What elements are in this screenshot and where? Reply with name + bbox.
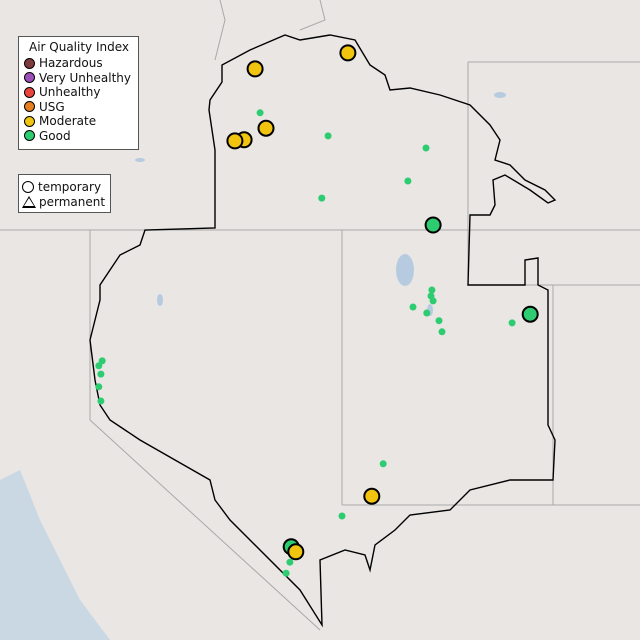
monitor-marker-good[interactable] bbox=[429, 297, 437, 305]
aqi-color-swatch bbox=[24, 130, 35, 142]
monitor-marker-good[interactable] bbox=[438, 328, 446, 336]
legend-item-unhealthy: Unhealthy bbox=[24, 85, 134, 100]
monitor-marker-good[interactable] bbox=[98, 357, 106, 365]
monitor-marker-good[interactable] bbox=[95, 362, 103, 370]
monitor-marker-good[interactable] bbox=[97, 397, 105, 405]
monitor-marker-good[interactable] bbox=[423, 309, 431, 317]
region-boundary bbox=[89, 34, 557, 628]
aqi-color-swatch bbox=[24, 115, 35, 127]
monitor-marker-good[interactable] bbox=[422, 144, 430, 152]
aqi-color-swatch bbox=[24, 86, 35, 98]
legend-label: Moderate bbox=[39, 114, 97, 129]
monitor-marker-good[interactable] bbox=[318, 194, 326, 202]
aqi-legend: Air Quality Index Hazardous Very Unhealth… bbox=[18, 36, 139, 150]
legend-item-temporary: temporary bbox=[22, 180, 106, 195]
monitor-marker-moderate[interactable] bbox=[257, 119, 275, 137]
legend-label: temporary bbox=[38, 180, 102, 195]
monitor-marker-moderate[interactable] bbox=[363, 487, 381, 505]
monitor-marker-good[interactable] bbox=[404, 177, 412, 185]
legend-label: Good bbox=[39, 128, 71, 143]
monitor-marker-good[interactable] bbox=[521, 305, 539, 323]
aqi-color-swatch bbox=[24, 57, 35, 69]
monitor-marker-good[interactable] bbox=[97, 370, 105, 378]
circle-icon bbox=[22, 181, 34, 194]
monitor-marker-good[interactable] bbox=[286, 558, 294, 566]
legend-title: Air Quality Index bbox=[28, 40, 130, 54]
ocean bbox=[0, 470, 110, 640]
monitor-marker-moderate[interactable] bbox=[226, 132, 244, 150]
monitor-marker-moderate[interactable] bbox=[287, 543, 305, 561]
monitor-marker-good[interactable] bbox=[256, 109, 264, 117]
legend-item-usg: USG bbox=[24, 100, 134, 115]
legend-label: Unhealthy bbox=[39, 85, 101, 100]
legend-item-hazardous: Hazardous bbox=[24, 56, 134, 71]
legend-item-permanent: permanent bbox=[22, 195, 106, 210]
legend-item-good: Good bbox=[24, 129, 134, 144]
legend-label: permanent bbox=[39, 194, 106, 209]
aqi-color-swatch bbox=[24, 72, 35, 84]
monitor-marker-good[interactable] bbox=[508, 319, 516, 327]
legend-label: Hazardous bbox=[39, 56, 103, 71]
monitor-marker-good[interactable] bbox=[409, 303, 417, 311]
legend-item-moderate: Moderate bbox=[24, 114, 134, 129]
legend-label: USG bbox=[39, 99, 65, 114]
monitor-marker-good[interactable] bbox=[338, 512, 346, 520]
monitor-markers bbox=[95, 44, 539, 577]
monitor-marker-good[interactable] bbox=[435, 317, 443, 325]
monitor-marker-moderate[interactable] bbox=[339, 44, 357, 62]
monitor-marker-good[interactable] bbox=[424, 216, 442, 234]
monitor-type-legend: temporary permanent bbox=[18, 174, 111, 213]
monitor-marker-good[interactable] bbox=[282, 569, 290, 577]
monitor-marker-good[interactable] bbox=[324, 132, 332, 140]
legend-item-very-unhealthy: Very Unhealthy bbox=[24, 71, 134, 86]
aqi-color-swatch bbox=[24, 101, 35, 113]
monitor-marker-good[interactable] bbox=[95, 383, 103, 391]
legend-label: Very Unhealthy bbox=[39, 70, 131, 85]
lakes bbox=[135, 92, 506, 316]
monitor-marker-moderate[interactable] bbox=[246, 60, 264, 78]
monitor-marker-good[interactable] bbox=[379, 460, 387, 468]
triangle-icon bbox=[22, 195, 36, 208]
monitor-marker-good[interactable] bbox=[428, 286, 436, 294]
